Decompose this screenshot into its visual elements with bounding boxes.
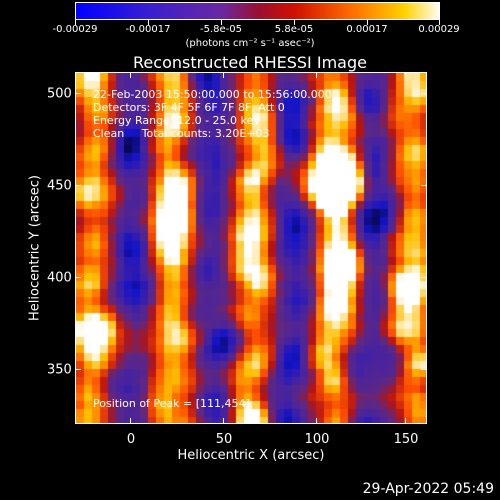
colorbar-tick [221, 20, 222, 25]
colorbar-tick [439, 20, 440, 25]
y-axis-label: Heliocentric Y (arcsec) [27, 175, 43, 321]
footer-date: 29-Apr-2022 05:49 [362, 481, 494, 497]
y-tick [421, 93, 427, 94]
x-tick-label: 150 [393, 432, 419, 447]
y-tick [75, 369, 81, 370]
info-energy-range: Energy Range: 12.0 - 25.0 keV [93, 114, 261, 127]
image-title: Reconstructed RHESSI Image [133, 53, 367, 72]
colorbar-label: -0.00029 [52, 24, 98, 35]
x-axis-label: Heliocentric X (arcsec) [177, 448, 325, 463]
colorbar-tick [294, 20, 295, 25]
colorbar [75, 2, 440, 20]
y-tick-label: 350 [47, 362, 72, 378]
x-tick [316, 418, 317, 424]
colorbar-units: (photons cm⁻² s⁻¹ asec⁻²) [185, 38, 315, 49]
x-tick-label: 50 [215, 432, 233, 447]
y-tick [75, 93, 81, 94]
info-clean-counts: Clean Total counts: 3.20E+03 [93, 127, 270, 140]
colorbar-label: 5.8e-05 [274, 24, 314, 35]
colorbar-tick [148, 20, 149, 25]
y-tick [421, 185, 427, 186]
y-tick [75, 277, 81, 278]
x-tick [130, 72, 131, 78]
y-tick-label: 400 [47, 270, 72, 286]
peak-position: Position of Peak = [111,454] [93, 397, 250, 410]
colorbar-tick [75, 20, 76, 25]
rhessi-heatmap [76, 73, 426, 423]
x-tick [316, 72, 317, 78]
info-time-range: 22-Feb-2003 15:50:00.000 to 15:56:00.000 [93, 88, 332, 101]
colorbar-label: -0.00017 [125, 24, 171, 35]
x-tick-label: 100 [304, 432, 330, 447]
x-tick [405, 72, 406, 78]
x-tick [405, 418, 406, 424]
y-tick-label: 450 [47, 178, 72, 194]
colorbar-label: -5.8e-05 [200, 24, 242, 35]
colorbar-label: 0.00017 [346, 24, 388, 35]
y-tick [75, 185, 81, 186]
info-detectors: Detectors: 3F 4F 5F 6F 7F 8F, Att 0 [93, 101, 285, 114]
x-tick [223, 72, 224, 78]
colorbar-tick [367, 20, 368, 25]
x-tick [223, 418, 224, 424]
y-tick [421, 277, 427, 278]
x-tick [130, 418, 131, 424]
y-tick-label: 500 [47, 86, 72, 102]
colorbar-label: 0.00029 [418, 24, 460, 35]
x-tick-label: 0 [126, 432, 136, 447]
rhessi-image [75, 72, 427, 424]
y-tick [421, 369, 427, 370]
